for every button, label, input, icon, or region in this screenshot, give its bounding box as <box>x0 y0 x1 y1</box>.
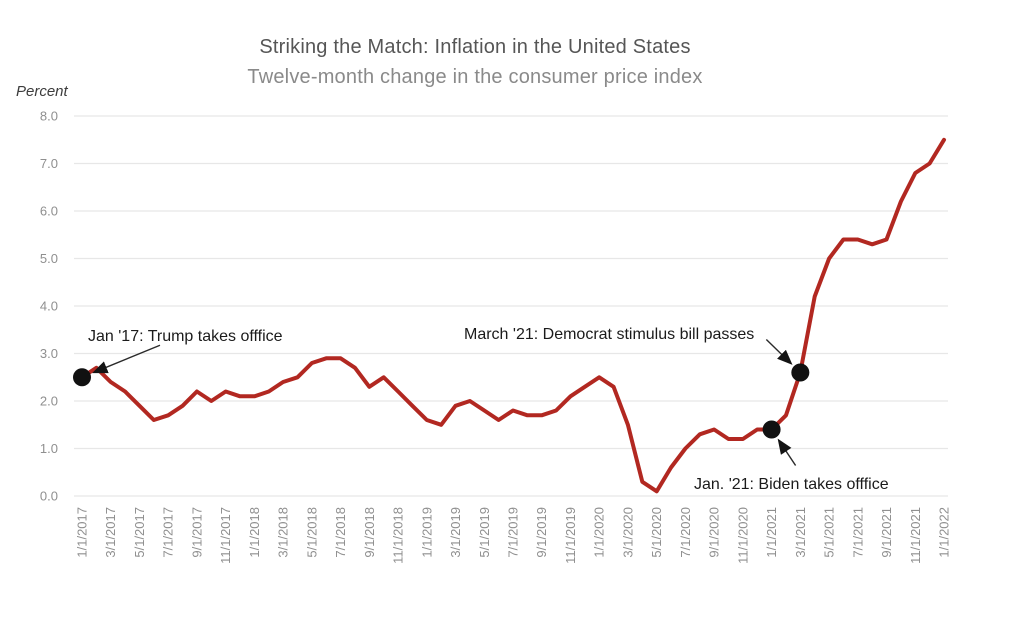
annotation-biden-takes-office: Jan. '21: Biden takes offfice <box>694 476 889 493</box>
x-tick-label-3/1/2018: 3/1/2018 <box>276 507 291 558</box>
y-tick-label-6.0: 6.0 <box>40 204 58 219</box>
x-tick-label-1/1/2021: 1/1/2021 <box>764 507 779 558</box>
x-tick-label-11/1/2017: 11/1/2017 <box>218 507 233 564</box>
x-tick-label-11/1/2019: 11/1/2019 <box>563 507 578 564</box>
y-tick-label-4.0: 4.0 <box>40 299 58 314</box>
x-tick-label-1/1/2017: 1/1/2017 <box>75 507 90 558</box>
x-tick-label-1/1/2020: 1/1/2020 <box>592 507 607 558</box>
annotation-arrow-1 <box>765 338 793 365</box>
annotation-arrow-0 <box>92 344 161 374</box>
x-tick-label-1/1/2018: 1/1/2018 <box>247 507 262 558</box>
annotation-dot-2 <box>762 420 781 439</box>
annotation-arrow-2 <box>777 438 797 466</box>
x-tick-label-11/1/2021: 11/1/2021 <box>908 507 923 564</box>
x-tick-label-3/1/2021: 3/1/2021 <box>793 507 808 558</box>
x-tick-label-7/1/2021: 7/1/2021 <box>850 507 865 558</box>
x-tick-label-5/1/2020: 5/1/2020 <box>649 507 664 558</box>
y-tick-label-7.0: 7.0 <box>40 156 58 171</box>
x-tick-label-7/1/2019: 7/1/2019 <box>506 507 521 558</box>
x-tick-label-3/1/2017: 3/1/2017 <box>103 507 118 558</box>
x-tick-label-1/1/2019: 1/1/2019 <box>419 507 434 558</box>
x-tick-label-9/1/2021: 9/1/2021 <box>879 507 894 558</box>
x-tick-label-3/1/2019: 3/1/2019 <box>448 507 463 558</box>
x-tick-label-7/1/2020: 7/1/2020 <box>678 507 693 558</box>
annotation-trump-takes-office: Jan '17: Trump takes offfice <box>88 328 283 345</box>
x-tick-label-5/1/2019: 5/1/2019 <box>477 507 492 558</box>
chart-title: Striking the Match: Inflation in the Uni… <box>259 36 691 58</box>
x-tick-label-5/1/2017: 5/1/2017 <box>132 507 147 558</box>
x-tick-label-3/1/2020: 3/1/2020 <box>620 507 635 558</box>
y-tick-label-3.0: 3.0 <box>40 346 58 361</box>
y-tick-label-1.0: 1.0 <box>40 441 58 456</box>
cpi-inflation-line <box>80 137 946 494</box>
chart-subtitle: Twelve-month change in the consumer pric… <box>247 66 703 88</box>
x-tick-label-5/1/2021: 5/1/2021 <box>822 507 837 558</box>
y-tick-label-0.0: 0.0 <box>40 489 58 504</box>
y-tick-label-5.0: 5.0 <box>40 251 58 266</box>
annotation-dot-0 <box>73 368 91 387</box>
x-tick-label-11/1/2020: 11/1/2020 <box>735 507 750 564</box>
x-tick-label-9/1/2019: 9/1/2019 <box>534 507 549 558</box>
x-tick-label-7/1/2017: 7/1/2017 <box>161 507 176 558</box>
annotation-stimulus-bill-passes: March '21: Democrat stimulus bill passes <box>464 326 755 343</box>
y-tick-label-8.0: 8.0 <box>40 109 58 124</box>
x-tick-label-9/1/2020: 9/1/2020 <box>707 507 722 558</box>
x-tick-label-9/1/2017: 9/1/2017 <box>189 507 204 558</box>
y-tick-label-2.0: 2.0 <box>40 394 58 409</box>
x-tick-label-11/1/2018: 11/1/2018 <box>391 507 406 564</box>
x-tick-label-9/1/2018: 9/1/2018 <box>362 507 377 558</box>
x-tick-label-5/1/2018: 5/1/2018 <box>304 507 319 558</box>
x-tick-label-7/1/2018: 7/1/2018 <box>333 507 348 558</box>
annotation-dot-1 <box>791 363 810 382</box>
x-tick-label-1/1/2022: 1/1/2022 <box>937 507 952 558</box>
y-axis-unit-label: Percent <box>16 83 68 100</box>
